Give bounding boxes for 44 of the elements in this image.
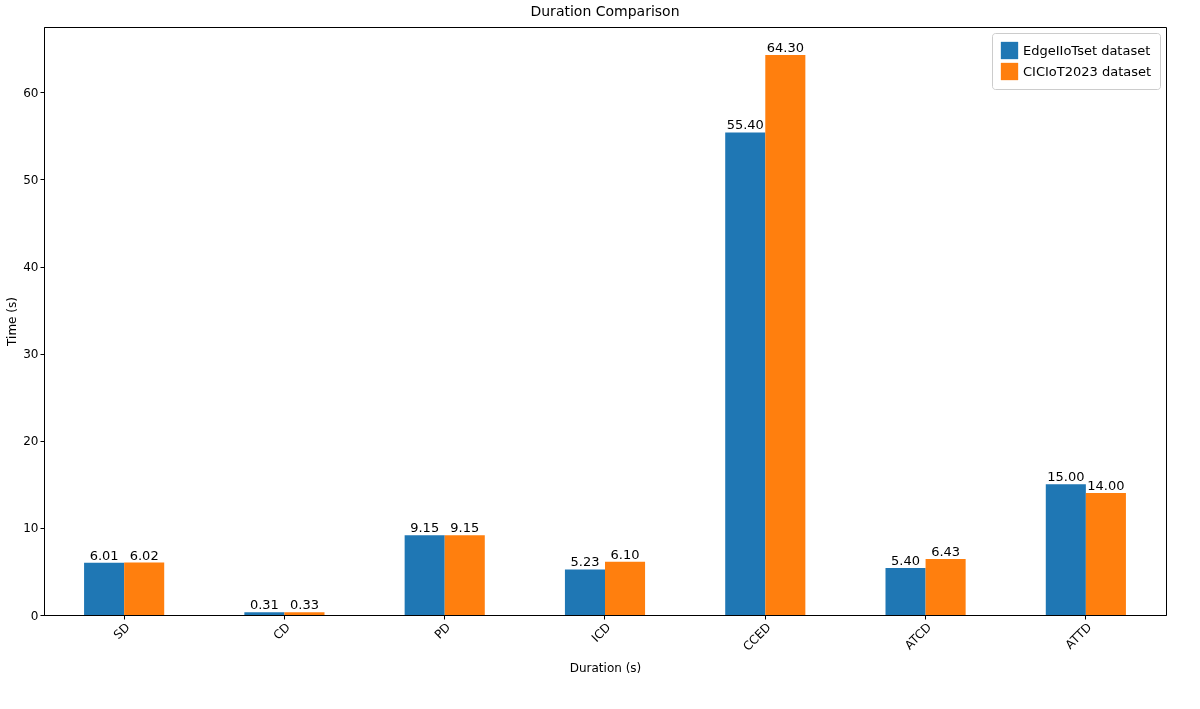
x-axis-title: Duration (s): [569, 661, 642, 676]
y-tick-label: 10: [23, 521, 39, 536]
data-label: 6.43: [931, 543, 961, 559]
y-tick-label: 50: [23, 172, 39, 187]
chart-title: Duration Comparison: [530, 3, 680, 19]
y-axis-title: Time (s): [5, 297, 20, 347]
x-tick-label: ICD: [588, 620, 614, 645]
bar: [564, 569, 605, 615]
bar: [84, 562, 125, 615]
data-label: 5.23: [570, 554, 600, 570]
y-tick-label: 60: [23, 85, 39, 100]
bar: [404, 535, 445, 615]
data-label: 6.02: [129, 547, 159, 563]
data-label: 55.40: [726, 117, 764, 133]
bar: [925, 558, 966, 615]
legend-label: CICIoT2023 dataset: [1023, 63, 1152, 79]
data-label: 6.01: [89, 547, 119, 563]
x-tick-label: PD: [431, 620, 454, 642]
data-label: 0.33: [289, 597, 319, 613]
x-tick-label: CD: [270, 620, 293, 643]
data-label: 0.31: [249, 597, 279, 613]
bar: [124, 562, 165, 615]
bar: [1085, 493, 1126, 615]
data-label: 5.40: [891, 552, 921, 568]
data-label: 9.15: [410, 520, 440, 536]
bar: [605, 561, 646, 615]
bar: [284, 612, 325, 615]
y-tick-label: 0: [30, 608, 39, 623]
data-label: 15.00: [1047, 469, 1085, 485]
bar: [244, 612, 285, 615]
y-tick-label: 40: [23, 260, 39, 275]
bar: [885, 567, 926, 615]
x-tick-label: SD: [110, 620, 133, 642]
data-label: 9.15: [450, 520, 480, 536]
legend-label: EdgeIIoTset dataset: [1023, 42, 1151, 58]
bar: [725, 132, 766, 615]
data-label: 14.00: [1087, 478, 1125, 494]
bar: [444, 535, 485, 615]
bar: [765, 54, 806, 615]
y-tick-label: 30: [23, 347, 39, 362]
bar: [1045, 484, 1086, 615]
data-label: 6.10: [610, 546, 640, 562]
data-label: 64.30: [766, 39, 804, 55]
y-tick-label: 20: [23, 434, 39, 449]
